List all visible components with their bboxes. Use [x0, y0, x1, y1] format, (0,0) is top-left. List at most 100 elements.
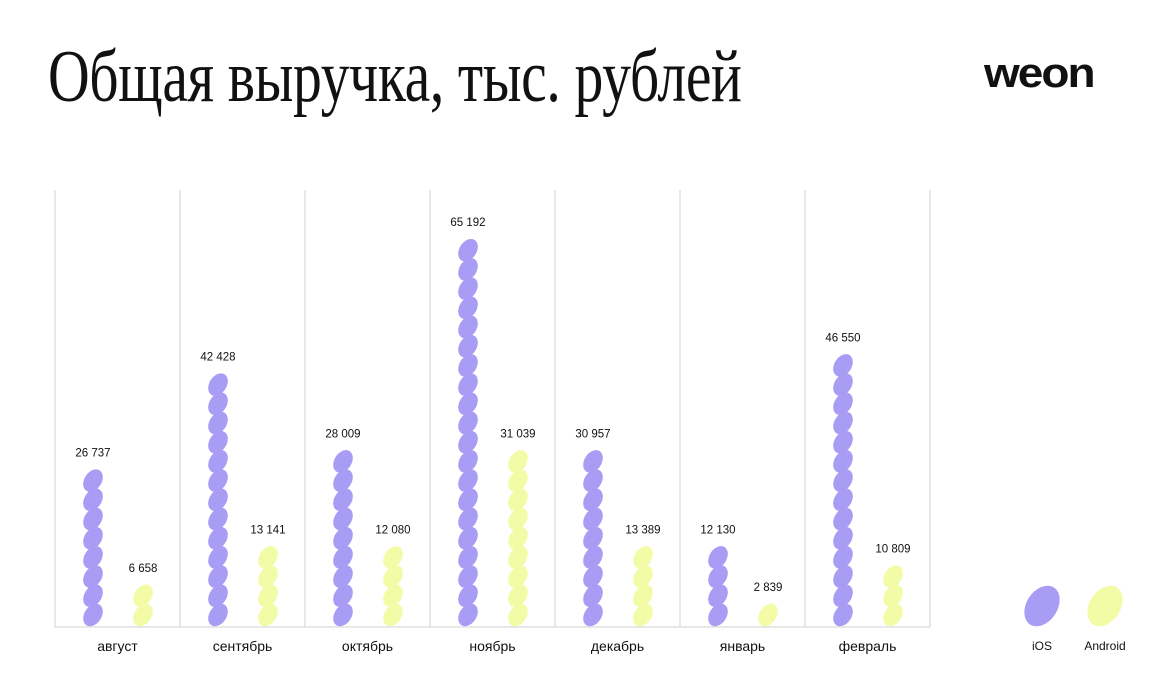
ios-bar-petal — [833, 450, 853, 473]
android-bar-petal — [383, 603, 403, 627]
ios-bar-petal — [208, 469, 228, 492]
ios-bar-petal — [583, 603, 603, 627]
ios-value-label: 30 957 — [575, 428, 610, 440]
legend-ios-swatch — [1024, 585, 1060, 627]
ios-bar-petal — [833, 488, 853, 512]
x-tick-label: февраль — [839, 638, 897, 654]
ios-bar-petal — [833, 392, 853, 416]
ios-bar-petal — [583, 450, 603, 473]
android-bar-petal — [508, 603, 528, 627]
ios-bar-petal — [208, 507, 228, 531]
ios-value-label: 42 428 — [200, 352, 235, 364]
legend-android-label: Android — [1084, 639, 1126, 653]
x-tick-label: октябрь — [342, 638, 393, 654]
ios-bar-petal — [333, 526, 353, 550]
ios-bar-petal — [458, 354, 478, 377]
ios-bar-petal — [83, 507, 103, 531]
android-bar-petal — [258, 546, 278, 569]
ios-bar-petal — [333, 603, 353, 627]
ios-bar-petal — [833, 603, 853, 627]
chart-title: Общая выручка, тыс. рублей — [48, 36, 742, 118]
android-bar-petal — [633, 584, 653, 608]
ios-bar-petal — [83, 488, 103, 512]
ios-bar-petal — [83, 469, 103, 492]
ios-bar-petal — [83, 526, 103, 550]
ios-bar-petal — [833, 430, 853, 454]
android-value-label: 13 389 — [625, 524, 660, 536]
android-bar-petal — [508, 469, 528, 492]
ios-bar-petal — [208, 373, 228, 396]
ios-bar-petal — [708, 546, 728, 569]
android-bar-petal — [508, 584, 528, 608]
android-value-label: 13 141 — [250, 524, 285, 536]
android-bar-petal — [758, 603, 778, 627]
x-tick-label: сентябрь — [213, 638, 273, 654]
ios-bar-petal — [458, 430, 478, 454]
ios-bar-petal — [458, 565, 478, 588]
android-bar-petal — [508, 526, 528, 550]
android-bar-petal — [133, 584, 153, 608]
ios-bar-petal — [833, 546, 853, 569]
android-bar-petal — [383, 584, 403, 608]
ios-bar-petal — [458, 469, 478, 492]
ios-bar-petal — [333, 565, 353, 588]
android-bar-petal — [508, 507, 528, 531]
ios-bar-petal — [583, 507, 603, 531]
ios-bar-petal — [458, 334, 478, 358]
android-bar-petal — [508, 488, 528, 512]
ios-bar-petal — [458, 373, 478, 396]
android-bar-petal — [508, 565, 528, 588]
ios-bar-petal — [458, 277, 478, 300]
legend-android-swatch — [1087, 585, 1123, 627]
ios-bar-petal — [708, 565, 728, 588]
ios-bar-petal — [458, 584, 478, 608]
ios-bar-petal — [583, 526, 603, 550]
ios-bar-petal — [458, 315, 478, 339]
ios-bar-petal — [83, 565, 103, 588]
x-tick-label: январь — [720, 638, 765, 654]
ios-value-label: 26 737 — [75, 448, 110, 460]
android-bar-petal — [258, 565, 278, 588]
android-bar-petal — [633, 565, 653, 588]
legend-ios-label: iOS — [1031, 639, 1052, 653]
ios-bar-petal — [458, 392, 478, 416]
ios-bar-petal — [708, 603, 728, 627]
x-tick-label: декабрь — [591, 638, 644, 654]
ios-bar-petal — [458, 450, 478, 473]
ios-bar-petal — [458, 507, 478, 531]
ios-bar-petal — [583, 546, 603, 569]
ios-bar-petal — [208, 584, 228, 608]
x-tick-label: август — [97, 638, 138, 654]
ios-bar-petal — [333, 469, 353, 492]
android-value-label: 6 658 — [129, 563, 158, 575]
ios-bar-petal — [208, 565, 228, 588]
ios-value-label: 28 009 — [325, 428, 360, 440]
ios-bar-petal — [583, 565, 603, 588]
ios-bar-petal — [458, 526, 478, 550]
ios-value-label: 46 550 — [825, 332, 860, 344]
android-value-label: 12 080 — [375, 524, 410, 536]
android-bar-petal — [883, 584, 903, 608]
ios-bar-petal — [83, 546, 103, 569]
ios-bar-petal — [833, 565, 853, 588]
android-bar-petal — [383, 565, 403, 588]
ios-bar-petal — [208, 392, 228, 416]
ios-value-label: 12 130 — [700, 524, 735, 536]
ios-bar-petal — [208, 603, 228, 627]
ios-bar-petal — [208, 526, 228, 550]
ios-bar-petal — [583, 488, 603, 512]
ios-bar-petal — [458, 488, 478, 512]
android-value-label: 31 039 — [500, 428, 535, 440]
android-bar-petal — [133, 603, 153, 627]
ios-bar-petal — [458, 296, 478, 320]
ios-bar-petal — [583, 469, 603, 492]
ios-value-label: 65 192 — [450, 217, 485, 229]
ios-bar-petal — [208, 488, 228, 512]
ios-bar-petal — [833, 469, 853, 492]
ios-bar-petal — [833, 526, 853, 550]
ios-bar-petal — [833, 507, 853, 531]
ios-bar-petal — [208, 450, 228, 473]
ios-bar-petal — [333, 450, 353, 473]
ios-bar-petal — [833, 354, 853, 377]
